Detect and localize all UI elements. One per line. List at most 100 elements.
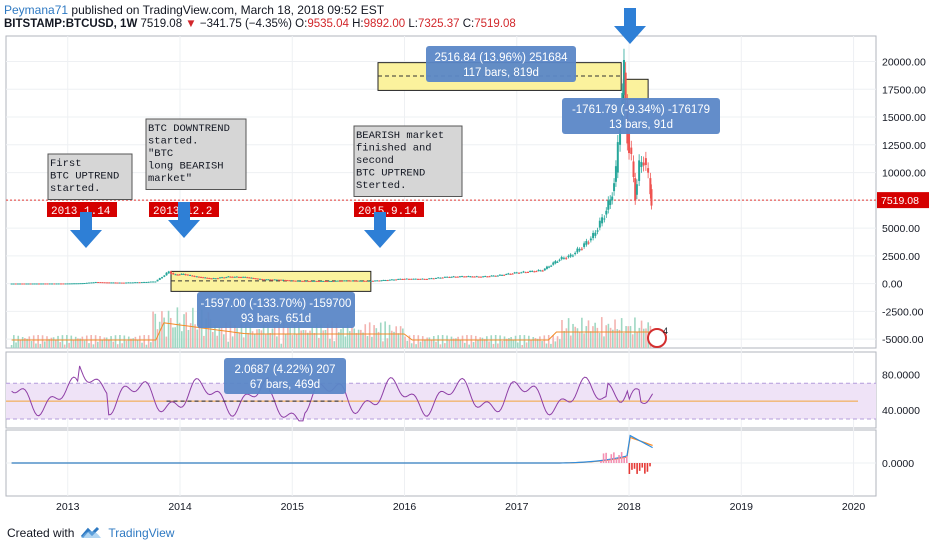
published-text: published on TradingView.com, March 18, …: [71, 3, 385, 17]
candle-body: [305, 280, 308, 282]
candle-body: [200, 276, 203, 278]
time-tick-label: 2015: [281, 501, 305, 513]
volume-bar: [404, 336, 406, 348]
price-change: −341.75 (−4.35%): [199, 18, 292, 30]
candle-body: [351, 280, 354, 282]
candle-body: [562, 257, 565, 259]
candle-body: [412, 278, 415, 280]
candle-body: [265, 279, 268, 281]
publish-info: Peymana71 published on TradingView.com, …: [4, 3, 384, 17]
volume-bar: [373, 325, 375, 348]
candle-body: [48, 283, 51, 285]
candle-body: [254, 278, 257, 280]
candle-body: [640, 162, 643, 168]
candle-body: [360, 280, 363, 282]
annotation-text: BEARISH market: [356, 130, 444, 142]
candle-body: [425, 278, 428, 280]
price-tick-label: 15000.00: [882, 112, 926, 124]
volume-bar: [280, 343, 283, 348]
candle-body: [145, 281, 148, 283]
rsi-tick-label: 40.0000: [882, 405, 920, 417]
candle-body: [322, 280, 325, 282]
volume-bar: [90, 335, 92, 348]
candle-body: [465, 276, 468, 278]
volume-bar: [24, 338, 26, 348]
candle-body: [399, 278, 402, 280]
candle-body: [282, 279, 285, 281]
volume-bar: [348, 331, 351, 348]
candle-body: [347, 280, 350, 282]
volume-bar: [189, 323, 192, 348]
measurement-tooltip: -1761.79 (-9.34%) -176179 13 bars, 91d: [562, 98, 720, 134]
candle-body: [40, 283, 43, 285]
volume-bar: [183, 314, 185, 348]
candle-body: [70, 283, 73, 285]
candle-body: [214, 278, 217, 280]
volume-bar: [503, 336, 506, 348]
candle-body: [42, 283, 45, 285]
candle-body: [186, 274, 189, 276]
time-tick-label: 2014: [168, 501, 192, 513]
candle-body: [108, 282, 111, 284]
last-price-badge: [877, 192, 929, 209]
volume-bar: [576, 328, 579, 348]
volume-bar: [351, 327, 353, 348]
candle-body: [537, 269, 540, 271]
candle-body: [622, 59, 625, 95]
candle-body: [507, 273, 510, 275]
candle-body: [184, 274, 187, 276]
volume-bar: [561, 319, 563, 348]
macd-histogram-bar: [615, 458, 618, 463]
volume-bar: [320, 324, 322, 348]
volume-bar: [335, 323, 338, 348]
volume-bar: [417, 335, 420, 348]
volume-bar: [94, 335, 97, 348]
date-label: 2015.9.14: [358, 206, 418, 218]
tradingview-link[interactable]: TradingView: [108, 526, 175, 540]
candle-body: [118, 282, 121, 284]
volume-bar: [300, 330, 302, 348]
macd-histogram-bar: [628, 463, 631, 474]
candle-body: [275, 279, 278, 281]
volume-bar: [501, 341, 504, 348]
volume-bar: [114, 335, 117, 348]
candle-body: [221, 277, 224, 279]
volume-bar: [340, 329, 342, 348]
volume-bar: [306, 332, 309, 348]
candle-body: [125, 282, 128, 284]
candle-body: [392, 279, 395, 281]
candle-body: [25, 283, 28, 285]
volume-bar: [448, 340, 451, 348]
volume-bar: [125, 340, 128, 348]
author-link[interactable]: Peymana71: [4, 3, 69, 17]
annotation-box: [353, 125, 463, 197]
volume-bar: [181, 331, 183, 348]
volume-bar: [519, 335, 521, 348]
candle-body: [533, 271, 536, 273]
volume-bar: [492, 343, 495, 348]
candle-body: [112, 282, 115, 284]
candle-body: [558, 259, 561, 261]
volume-bar: [424, 339, 426, 348]
candle-body: [77, 283, 80, 285]
candle-body: [271, 279, 274, 281]
volume-bar: [203, 335, 205, 348]
volume-bar: [41, 335, 44, 348]
candle-body: [471, 276, 474, 278]
volume-bar: [441, 335, 444, 348]
candle-body: [31, 283, 34, 285]
candle-body: [543, 268, 546, 271]
volume-bar: [141, 342, 143, 348]
candle-body: [505, 274, 508, 276]
candle-body: [189, 274, 192, 276]
volume-bar: [364, 324, 367, 348]
tooltip-line1: -1597.00 (-133.70%) -159700: [201, 298, 352, 310]
down-arrow-icon: [168, 202, 200, 238]
candle-body: [106, 282, 109, 284]
volume-bar: [446, 335, 448, 348]
candle-body: [632, 161, 635, 177]
candle-body: [428, 278, 431, 280]
volume-bar: [59, 342, 62, 348]
price-tick-label: -2500.00: [882, 306, 924, 318]
